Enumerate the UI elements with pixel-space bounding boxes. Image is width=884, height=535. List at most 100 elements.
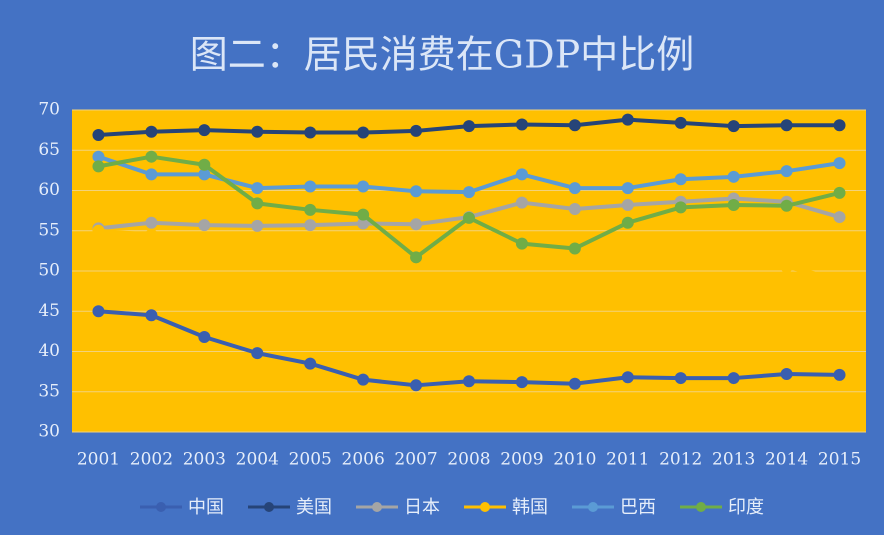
legend-marker <box>588 502 598 512</box>
point <box>252 183 263 194</box>
point <box>516 169 527 180</box>
point <box>569 243 580 254</box>
point <box>411 125 422 136</box>
point <box>675 174 686 185</box>
point <box>93 306 104 317</box>
point <box>622 114 633 125</box>
point <box>93 129 104 140</box>
point <box>569 204 580 215</box>
point <box>569 378 580 389</box>
point <box>728 121 739 132</box>
chart: 图二：居民消费在GDP中比例 3035404550556065702001200… <box>0 0 884 535</box>
y-tick-label: 65 <box>38 140 60 160</box>
point <box>199 220 210 231</box>
legend-label: 韩国 <box>512 497 548 518</box>
point <box>728 171 739 182</box>
x-tick-label: 2003 <box>183 450 226 470</box>
y-tick-label: 40 <box>38 341 60 361</box>
point <box>358 209 369 220</box>
legend-label: 中国 <box>188 497 224 518</box>
legend-marker <box>480 502 490 512</box>
point <box>199 237 210 248</box>
x-tick-label: 2001 <box>77 450 120 470</box>
point <box>358 127 369 138</box>
point <box>358 374 369 385</box>
point <box>252 348 263 359</box>
point <box>411 252 422 263</box>
point <box>834 274 845 285</box>
point <box>305 181 316 192</box>
x-tick-label: 2008 <box>447 450 490 470</box>
point <box>781 120 792 131</box>
point <box>146 229 157 240</box>
point <box>834 212 845 223</box>
x-tick-label: 2009 <box>500 450 543 470</box>
point <box>622 372 633 383</box>
point <box>305 204 316 215</box>
point <box>411 186 422 197</box>
point <box>675 202 686 213</box>
x-tick-label: 2015 <box>818 450 861 470</box>
point <box>781 166 792 177</box>
legend-marker <box>372 502 382 512</box>
point <box>252 245 263 256</box>
point <box>199 159 210 170</box>
legend-marker <box>696 502 706 512</box>
chart-title: 图二：居民消费在GDP中比例 <box>190 33 694 77</box>
point <box>516 249 527 260</box>
point <box>516 119 527 130</box>
point <box>516 377 527 388</box>
point <box>728 199 739 210</box>
point <box>411 219 422 230</box>
point <box>358 181 369 192</box>
point <box>464 376 475 387</box>
x-tick-label: 2014 <box>765 450 808 470</box>
y-tick-label: 70 <box>38 100 60 120</box>
point <box>305 220 316 231</box>
point <box>516 238 527 249</box>
legend-label: 巴西 <box>620 497 656 518</box>
x-tick-label: 2013 <box>712 450 755 470</box>
point <box>464 241 475 252</box>
point <box>675 373 686 384</box>
point <box>781 261 792 272</box>
point <box>411 380 422 391</box>
point <box>622 217 633 228</box>
x-tick-label: 2011 <box>606 450 649 470</box>
point <box>305 127 316 138</box>
point <box>146 126 157 137</box>
x-tick-label: 2012 <box>659 450 702 470</box>
point <box>199 125 210 136</box>
point <box>622 183 633 194</box>
point <box>569 257 580 268</box>
point <box>464 212 475 223</box>
point <box>464 121 475 132</box>
point <box>199 332 210 343</box>
point <box>675 117 686 128</box>
point <box>93 225 104 236</box>
point <box>146 151 157 162</box>
point <box>146 217 157 228</box>
x-tick-label: 2010 <box>553 450 596 470</box>
point <box>781 200 792 211</box>
y-tick-label: 30 <box>38 422 60 442</box>
legend-label: 日本 <box>404 497 440 518</box>
point <box>252 198 263 209</box>
point <box>834 187 845 198</box>
x-tick-label: 2005 <box>289 450 332 470</box>
point <box>622 199 633 210</box>
legend-marker <box>264 502 274 512</box>
point <box>516 197 527 208</box>
y-tick-label: 35 <box>38 381 60 401</box>
point <box>252 126 263 137</box>
legend-label: 美国 <box>296 497 332 518</box>
point <box>146 310 157 321</box>
point <box>834 158 845 169</box>
x-tick-label: 2006 <box>342 450 385 470</box>
x-tick-label: 2002 <box>130 450 173 470</box>
y-tick-label: 55 <box>38 220 60 240</box>
y-tick-label: 45 <box>38 301 60 321</box>
point <box>93 161 104 172</box>
point <box>305 245 316 256</box>
point <box>358 241 369 252</box>
